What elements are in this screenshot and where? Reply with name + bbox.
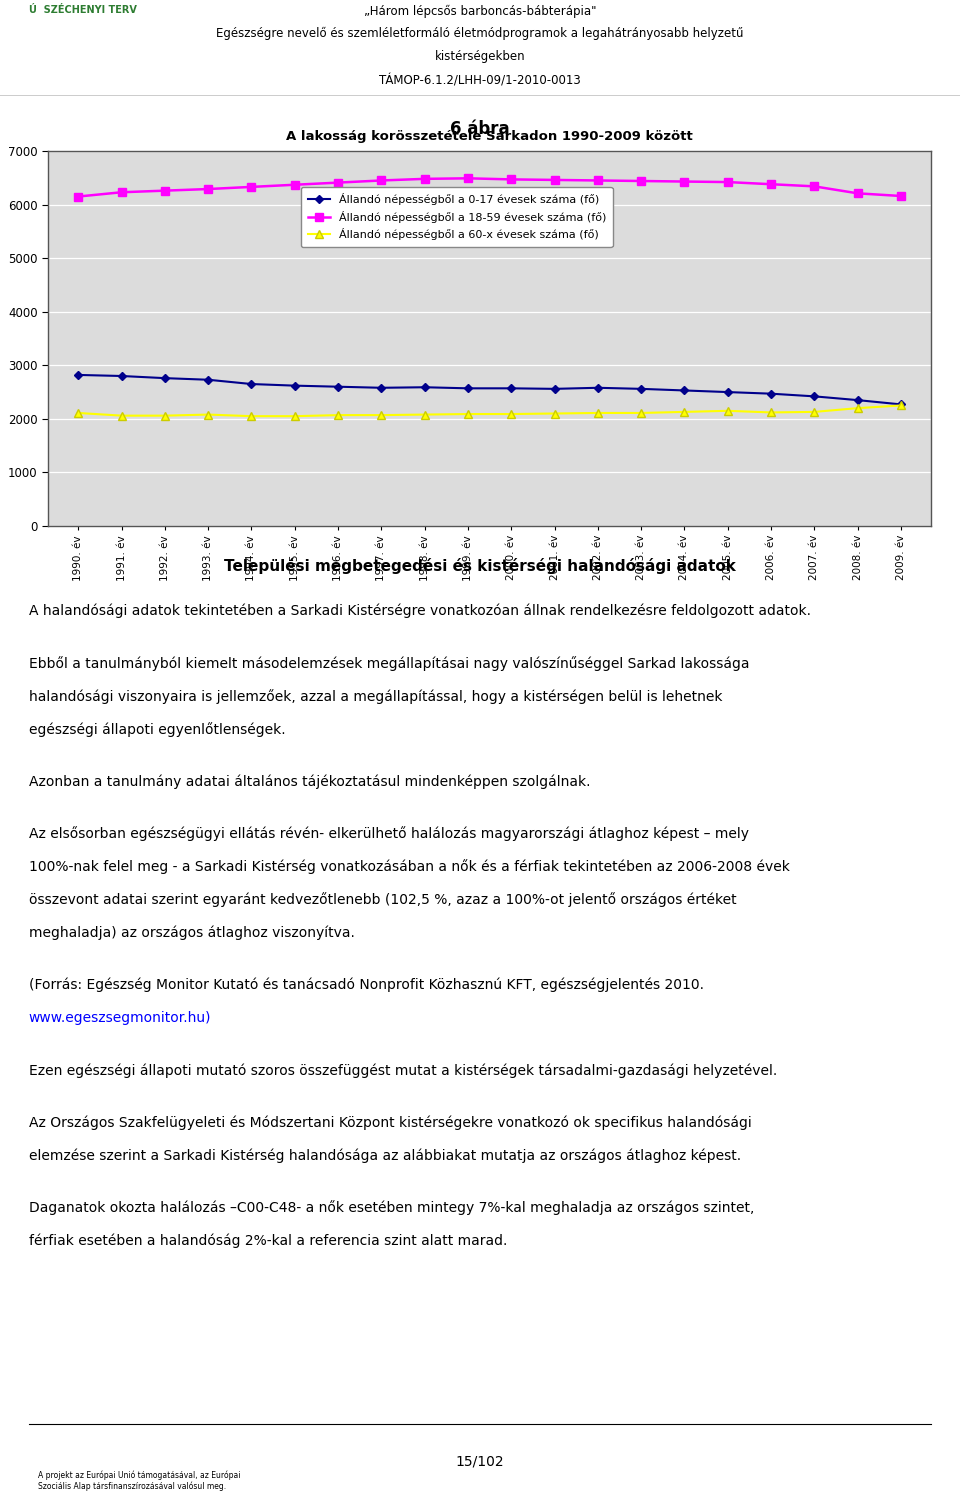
Text: elemzése szerint a Sarkadi Kistérség halandósága az alábbiakat mutatja az ország: elemzése szerint a Sarkadi Kistérség hal…: [29, 1148, 741, 1163]
Text: kistérségekben: kistérségekben: [435, 50, 525, 63]
Text: TÁMOP-6.1.2/LHH-09/1-2010-0013: TÁMOP-6.1.2/LHH-09/1-2010-0013: [379, 76, 581, 88]
Text: férfiak esetében a halandóság 2%-kal a referencia szint alatt marad.: férfiak esetében a halandóság 2%-kal a r…: [29, 1233, 507, 1248]
Text: A projekt az Európai Unió támogatásával, az Európai
Szociális Alap társfinanszír: A projekt az Európai Unió támogatásával,…: [38, 1470, 241, 1491]
Legend: Állandó népességből a 0-17 évesek száma (fő), Állandó népességből a 18-59 évesek: Állandó népességből a 0-17 évesek száma …: [300, 186, 612, 246]
Text: Az elsősorban egészségügyi ellátás révén- elkerülhető halálozás magyarországi át: Az elsősorban egészségügyi ellátás révén…: [29, 827, 749, 842]
Text: 100%-nak felel meg - a Sarkadi Kistérség vonatkozásában a nők és a férfiak tekin: 100%-nak felel meg - a Sarkadi Kistérség…: [29, 860, 790, 875]
Text: Az Országos Szakfelügyeleti és Módszertani Központ kistérségekre vonatkozó ok sp: Az Országos Szakfelügyeleti és Módszerta…: [29, 1115, 752, 1130]
Text: Ú  SZÉCHENYI TERV: Ú SZÉCHENYI TERV: [29, 5, 136, 15]
Text: meghaladja) az országos átlaghoz viszonyítva.: meghaladja) az országos átlaghoz viszony…: [29, 926, 354, 940]
Text: Daganatok okozta halálozás –C00-C48- a nők esetében mintegy 7%-kal meghaladja az: Daganatok okozta halálozás –C00-C48- a n…: [29, 1200, 755, 1215]
Text: www.egeszsegmonitor.hu): www.egeszsegmonitor.hu): [29, 1011, 211, 1024]
Text: A halandósági adatok tekintetében a Sarkadi Kistérségre vonatkozóan állnak rende: A halandósági adatok tekintetében a Sark…: [29, 603, 811, 618]
Title: A lakosság korösszetétele Sarkadon 1990-2009 között: A lakosság korösszetétele Sarkadon 1990-…: [286, 130, 693, 144]
Text: 15/102: 15/102: [456, 1455, 504, 1469]
Text: Ezen egészségi állapoti mutató szoros összefüggést mutat a kistérségek társadalm: Ezen egészségi állapoti mutató szoros ös…: [29, 1064, 777, 1077]
Text: egészségi állapoti egyenlőtlenségek.: egészségi állapoti egyenlőtlenségek.: [29, 722, 285, 737]
Text: Egészségre nevelő és szemléletformáló életmódprogramok a legahátrányosabb helyze: Egészségre nevelő és szemléletformáló él…: [216, 27, 744, 39]
Text: Települési megbetegedési és kistérségi halandósági adatok: Települési megbetegedési és kistérségi h…: [224, 559, 736, 574]
Text: „Három lépcsős barboncás-bábterápia": „Három lépcsős barboncás-bábterápia": [364, 5, 596, 18]
Text: halandósági viszonyaira is jellemzőek, azzal a megállapítással, hogy a kistérség: halandósági viszonyaira is jellemzőek, a…: [29, 689, 722, 704]
Text: (Forrás: Egészség Monitor Kutató és tanácsadó Nonprofit Közhasznú KFT, egészségj: (Forrás: Egészség Monitor Kutató és taná…: [29, 978, 704, 993]
Text: Azonban a tanulmány adatai általános tájékoztatásul mindenképpen szolgálnak.: Azonban a tanulmány adatai általános táj…: [29, 774, 590, 789]
Text: Ebből a tanulmányból kiemelt másodelemzések megállapításai nagy valószínűséggel : Ebből a tanulmányból kiemelt másodelemzé…: [29, 656, 750, 671]
Text: összevont adatai szerint egyaránt kedvezőtlenebb (102,5 %, azaz a 100%-ot jelent: összevont adatai szerint egyaránt kedvez…: [29, 893, 736, 907]
Text: 6 ábra: 6 ábra: [450, 119, 510, 138]
